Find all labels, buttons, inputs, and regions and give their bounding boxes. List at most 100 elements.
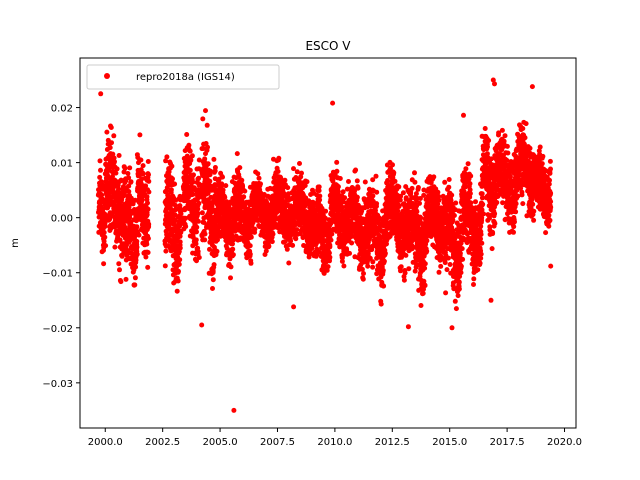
data-point	[408, 189, 414, 195]
data-point	[385, 178, 391, 183]
data-point	[132, 197, 138, 203]
data-point	[316, 184, 322, 190]
data-point	[398, 264, 404, 270]
data-point	[457, 273, 463, 279]
data-point	[211, 262, 217, 268]
data-point	[196, 194, 201, 200]
data-point	[460, 256, 466, 262]
data-point	[205, 144, 210, 150]
data-point	[146, 178, 152, 184]
data-point	[146, 189, 152, 195]
data-point	[187, 167, 193, 173]
data-point	[449, 192, 455, 198]
data-point	[282, 177, 288, 183]
data-point	[353, 167, 359, 173]
data-point	[176, 261, 182, 267]
data-point	[401, 277, 407, 283]
data-point	[230, 252, 236, 258]
data-point	[255, 171, 261, 177]
data-point	[126, 183, 132, 189]
data-point	[380, 267, 386, 273]
data-point	[178, 206, 184, 212]
data-point	[116, 261, 122, 267]
data-point	[328, 237, 334, 243]
data-point	[230, 246, 236, 252]
data-point	[132, 282, 138, 288]
data-point	[456, 279, 462, 285]
data-point	[398, 193, 404, 199]
data-point	[248, 234, 254, 240]
data-point	[194, 229, 199, 235]
data-point	[114, 166, 120, 172]
data-point	[391, 170, 397, 176]
data-point	[170, 176, 175, 182]
data-point	[145, 264, 151, 270]
data-point	[248, 260, 254, 266]
data-point	[291, 166, 296, 172]
data-point	[341, 263, 347, 269]
data-point	[304, 179, 310, 185]
data-point	[231, 237, 237, 243]
data-point	[367, 255, 373, 261]
data-point	[455, 293, 461, 299]
data-point	[453, 306, 459, 312]
data-point	[199, 210, 205, 216]
data-point	[471, 282, 476, 287]
data-point	[219, 181, 225, 187]
data-point	[384, 241, 389, 247]
data-point	[143, 254, 149, 260]
data-point	[108, 125, 114, 130]
data-point	[468, 173, 474, 179]
data-point	[435, 189, 441, 195]
data-point	[177, 233, 183, 239]
data-point	[370, 193, 376, 199]
data-point	[98, 167, 103, 173]
data-point	[422, 282, 428, 288]
data-point	[447, 262, 453, 267]
data-point	[269, 239, 275, 245]
data-point	[145, 200, 150, 206]
data-point	[443, 290, 449, 296]
data-point	[117, 237, 123, 243]
data-point	[374, 189, 380, 195]
data-point	[146, 221, 152, 227]
data-point	[270, 231, 276, 237]
data-point	[456, 286, 462, 292]
data-point	[205, 190, 211, 196]
data-point	[349, 240, 355, 246]
data-point	[145, 236, 151, 241]
data-point	[106, 175, 111, 181]
data-point	[99, 192, 105, 198]
data-point	[256, 175, 262, 181]
data-point	[471, 276, 477, 282]
data-point	[418, 303, 424, 308]
data-point	[317, 197, 323, 203]
data-point	[200, 116, 206, 122]
data-point	[101, 238, 107, 244]
data-point	[450, 217, 456, 223]
data-point	[220, 187, 226, 193]
data-point	[436, 194, 442, 199]
data-point	[418, 215, 424, 221]
data-point	[415, 185, 421, 190]
data-point	[177, 257, 183, 263]
data-point	[165, 227, 171, 232]
data-point	[448, 197, 454, 203]
data-point	[97, 158, 103, 164]
data-point	[164, 188, 170, 194]
data-point	[370, 177, 376, 183]
data-point	[144, 212, 150, 218]
data-point	[412, 170, 417, 176]
data-point	[102, 234, 108, 240]
data-point	[126, 175, 132, 181]
data-point	[444, 267, 450, 273]
data-point	[138, 157, 144, 163]
data-point	[263, 248, 269, 254]
data-point	[409, 185, 415, 191]
data-point	[327, 244, 333, 250]
data-point	[163, 158, 169, 164]
data-point	[108, 226, 114, 231]
data-point	[126, 189, 132, 194]
data-point	[208, 194, 214, 200]
data-point	[187, 148, 193, 154]
